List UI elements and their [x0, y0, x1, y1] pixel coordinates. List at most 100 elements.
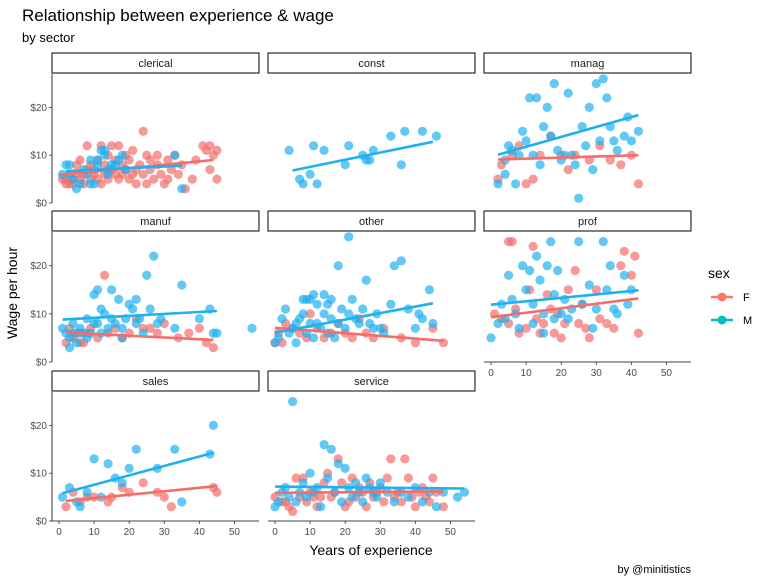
point-M [493, 179, 503, 189]
point-M [86, 155, 96, 165]
legend: sex FM [708, 265, 752, 327]
point-F [549, 328, 559, 338]
y-tick-label: $10 [30, 151, 47, 162]
point-M [452, 492, 463, 502]
point-F [556, 333, 566, 343]
point-M [546, 237, 556, 247]
point-F [187, 174, 197, 184]
point-F [212, 145, 222, 155]
point-M [114, 294, 124, 304]
point-M [312, 299, 322, 309]
point-M [89, 179, 99, 189]
point-M [605, 261, 615, 271]
point-M [337, 304, 347, 314]
point-M [309, 290, 319, 300]
point-M [417, 314, 427, 324]
point-M [598, 237, 608, 247]
point-M [344, 309, 354, 319]
point-M [410, 323, 420, 333]
chart-caption: by @minitistics [617, 564, 691, 576]
point-F [528, 241, 538, 251]
point-F [410, 502, 420, 512]
point-F [619, 246, 629, 256]
point-M [581, 141, 591, 151]
point-M [319, 145, 329, 155]
y-tick-label: $20 [30, 261, 47, 272]
point-M [612, 145, 622, 155]
point-M [330, 333, 340, 343]
x-tick-label: 20 [340, 527, 352, 538]
point-M [347, 294, 357, 304]
point-M [93, 285, 103, 295]
point-M [103, 459, 113, 469]
point-M [277, 314, 287, 324]
point-F [570, 265, 580, 276]
point-M [539, 328, 549, 338]
point-M [535, 275, 545, 285]
point-M [344, 232, 354, 242]
point-M [361, 473, 371, 483]
point-F [539, 318, 549, 329]
point-M [403, 492, 413, 502]
point-M [386, 299, 396, 309]
point-F [528, 174, 538, 184]
point-M [89, 454, 99, 464]
point-F [521, 179, 531, 189]
point-M [57, 492, 68, 502]
strip-label: prof [578, 216, 598, 228]
y-tick-label: $0 [36, 199, 48, 210]
point-M [514, 323, 524, 333]
strip-box [483, 210, 692, 232]
point-F [574, 318, 584, 329]
point-F [145, 155, 155, 165]
point-M [549, 314, 559, 324]
point-F [633, 179, 644, 189]
facet-panels: clerical $0 $10 $20 const manag manuf $0 $10 $20 o… [30, 52, 692, 538]
point-M [323, 473, 333, 483]
point-M [340, 463, 350, 473]
point-M [326, 444, 336, 454]
strip-box [267, 210, 476, 232]
point-M [375, 478, 385, 488]
point-M [319, 309, 329, 319]
panel-prof: prof 0 10 20 30 40 50 [483, 210, 692, 379]
point-F [212, 174, 222, 184]
point-M [302, 492, 312, 502]
point-M [424, 285, 434, 295]
point-M [177, 280, 187, 290]
point-M [518, 261, 528, 271]
point-M [312, 179, 322, 189]
point-F [410, 338, 420, 348]
point-M [591, 304, 601, 314]
point-M [333, 261, 343, 271]
point-F [291, 473, 301, 483]
point-M [344, 141, 354, 151]
strip-box [267, 370, 476, 392]
point-M [212, 328, 222, 338]
strip-label: sales [143, 376, 169, 388]
strip-label: manuf [140, 216, 172, 228]
point-M [100, 145, 110, 155]
point-F [584, 333, 594, 343]
point-F [288, 506, 298, 516]
point-M [510, 179, 521, 189]
point-M [288, 397, 298, 407]
legend-entry-M: M [711, 315, 752, 327]
point-F [581, 323, 591, 333]
point-M [273, 333, 284, 343]
point-F [595, 314, 605, 324]
x-tick-label: 40 [626, 368, 638, 379]
trend-line-M [292, 140, 434, 172]
point-F [184, 328, 194, 338]
point-F [82, 141, 92, 151]
legend-label: F [743, 292, 750, 304]
point-F [163, 155, 173, 165]
point-M [319, 440, 329, 450]
point-F [609, 323, 619, 333]
point-F [114, 141, 124, 151]
chart-subtitle: by sector [22, 30, 75, 45]
point-M [504, 270, 514, 280]
point-M [500, 169, 510, 179]
strip-label: manag [571, 58, 605, 70]
strip-box [51, 370, 260, 392]
